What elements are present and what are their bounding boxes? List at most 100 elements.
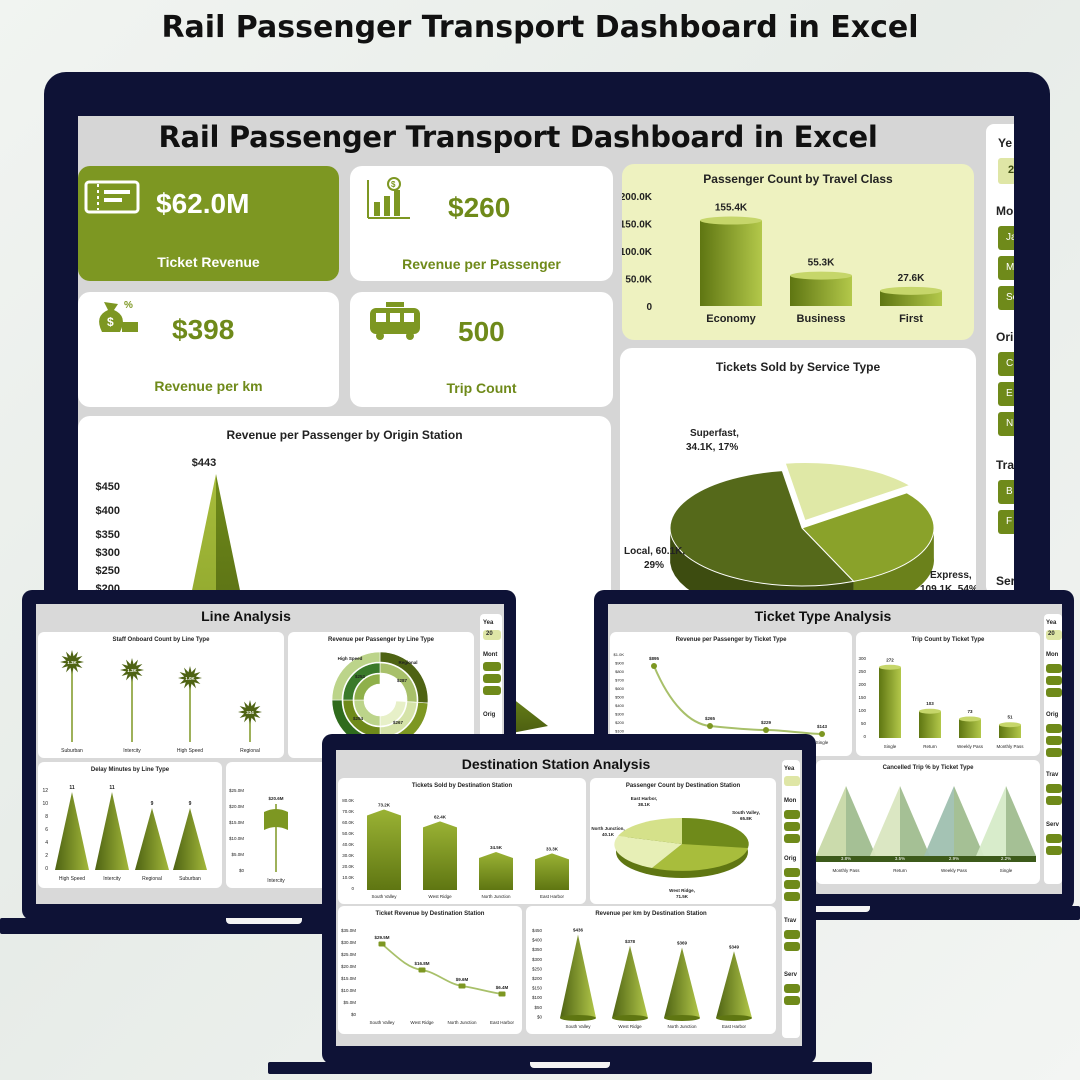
slicer-year-item[interactable]: 2 [998,158,1014,184]
slicer-month-item-2[interactable]: M [998,256,1014,280]
ticket-slicer-origin-item-3[interactable] [1046,748,1062,757]
lollipop-value-label: 1.0K [185,676,195,681]
x-tick-label: Return [923,744,937,749]
y-tick-label: 150 [858,695,866,700]
y-tick-label: 250 [858,669,866,674]
dest-slicer-year-item[interactable] [784,776,800,786]
dest-slicer-month: Mon [784,798,797,804]
kpi-revenue-per-km[interactable]: $ % $398 Revenue per km [78,292,339,407]
svg-text:%: % [124,300,133,311]
dest-pc-card: Passenger Count by Destination Station E… [590,778,776,904]
x-tick-label: South Valley [566,1024,592,1029]
ticket-rev-chart: $1.0K $900 $800 $700 $600 $500 $400 $300 $200 $10… [614,652,829,745]
kpi-ticket-revenue-label: Ticket Revenue [157,254,260,270]
dest-slicer-service-item-1[interactable] [784,984,800,993]
dest-slicer-month-item-1[interactable] [784,810,800,819]
y-tick-label: $350 [96,529,120,541]
line-slicer-month-item-1[interactable] [483,662,501,671]
dest-slicer-travel-item-2[interactable] [784,942,800,951]
pie-label: 65.8K [740,816,753,821]
x-tick-label: Regional [240,748,260,754]
dest-slicer-origin-item-2[interactable] [784,880,800,889]
ticket-slicer-service-item-2[interactable] [1046,846,1062,855]
line-laptop-notch [226,918,302,924]
donut-label: $267 [393,720,404,725]
y-tick-label: $450 [96,481,120,493]
dashboard-header: Rail Passenger Transport Dashboard in Ex… [158,120,878,154]
y-tick-label: $600 [615,686,625,691]
cone-base [560,1015,596,1021]
bar-value-label: 3.5% [895,856,905,861]
pyramid-bar-right [1006,786,1036,862]
ticket-slicer-travel-item-1[interactable] [1046,784,1062,793]
lollipop-star [120,658,144,682]
staff-onboard-card: Staff Onboard Count by Line Type 1.3K Sub… [38,632,284,758]
slicer-travel-class-item-2[interactable]: F [998,510,1014,534]
ticket-slicer-year-item[interactable]: 20 [1046,630,1062,640]
y-tick-label: $300 [615,712,625,717]
dest-pc-title: Passenger Count by Destination Station [625,783,741,789]
x-tick-label: Intercity [123,748,141,754]
main-monitor: Rail Passenger Transport Dashboard in Ex… [44,72,1050,772]
x-tick-label: Weekly Pass [957,744,984,749]
x-tick-label: West Ridge [618,1024,642,1029]
slicer-month-item-3[interactable]: Se [998,286,1014,310]
pyramid-bar-left [976,786,1006,862]
dest-slicer-service-item-2[interactable] [784,996,800,1005]
slicer-origin-item-2[interactable]: E [998,382,1014,406]
y-tick-label: 200.0K [622,192,653,203]
kpi-revenue-per-passenger[interactable]: $ $260 Revenue per Passenger [350,166,613,281]
x-tick-label: Single [884,744,897,749]
bar-value-label: 9 [189,801,192,807]
dest-slicer-month-item-2[interactable] [784,822,800,831]
y-tick-label: 40.0K [342,842,354,847]
slicer-travel-class-item-1[interactable]: B [998,480,1014,504]
ticket-slicer-travel-item-2[interactable] [1046,796,1062,805]
line-point [819,731,825,737]
dest-slicer-month-item-3[interactable] [784,834,800,843]
y-tick-label: 30.0K [342,853,354,858]
y-tick-label: $25.0M [229,788,244,793]
pie-label: Express, [930,570,972,581]
ticket-slicer-origin-item-2[interactable] [1046,736,1062,745]
line-point-label: $265 [705,716,716,721]
pie-label: North Junction, [591,826,624,831]
dest-slicer-origin-item-1[interactable] [784,868,800,877]
line-slicer-month-item-3[interactable] [483,686,501,695]
bar-value-label: 51 [1007,715,1013,720]
line-slicer-year-item[interactable]: 20 [483,630,501,640]
slicer-year-label: Ye [998,136,1013,150]
ticket-slicer-month-item-1[interactable] [1046,664,1062,673]
ticket-slicer-origin-item-1[interactable] [1046,724,1062,733]
pie-label: 71.5K [676,894,689,899]
y-tick-label: 0 [646,302,652,313]
line-slicer-month-item-2[interactable] [483,674,501,683]
y-tick-label: $300 [532,957,543,962]
cone-base [664,1015,700,1021]
pie-slice [801,492,935,582]
kpi-trip-count[interactable]: 500 Trip Count [350,292,613,407]
bar-value-label: 3.8% [841,856,851,861]
cone-base [612,1015,648,1021]
pie-slice [614,836,682,868]
dest-slicer-travel-item-1[interactable] [784,930,800,939]
x-tick-label: South Valley [372,894,398,899]
slicer-origin-item-3[interactable]: N [998,412,1014,436]
dest-slicer-origin-item-3[interactable] [784,892,800,901]
slicer-month-item-1[interactable]: Ja [998,226,1014,250]
ticket-slicer-service-item-1[interactable] [1046,834,1062,843]
pie-label: 38.1K [638,802,651,807]
slicer-origin-item-3-text: N [1006,418,1014,429]
ticket-slicer-month-item-3[interactable] [1046,688,1062,697]
line-point-label: $29.5M [374,935,389,940]
ticket-type-title: Ticket Type Analysis [754,608,892,624]
tickets-service-pie-chart: Superfast, 34.1K, 17% Local, 60.1K, 29% Expr… [624,428,976,618]
bar-cylinder [700,220,762,306]
y-tick-label: 10.0K [342,875,354,880]
ticket-slicer-month-item-2[interactable] [1046,676,1062,685]
line-point-label: $16.8M [414,961,429,966]
kpi-revenue-per-km-label: Revenue per km [154,378,263,394]
slicer-origin-item-1[interactable]: C [998,352,1014,376]
staff-onboard-title: Staff Onboard Count by Line Type [112,637,210,643]
kpi-ticket-revenue[interactable]: $62.0M Ticket Revenue [78,166,339,281]
